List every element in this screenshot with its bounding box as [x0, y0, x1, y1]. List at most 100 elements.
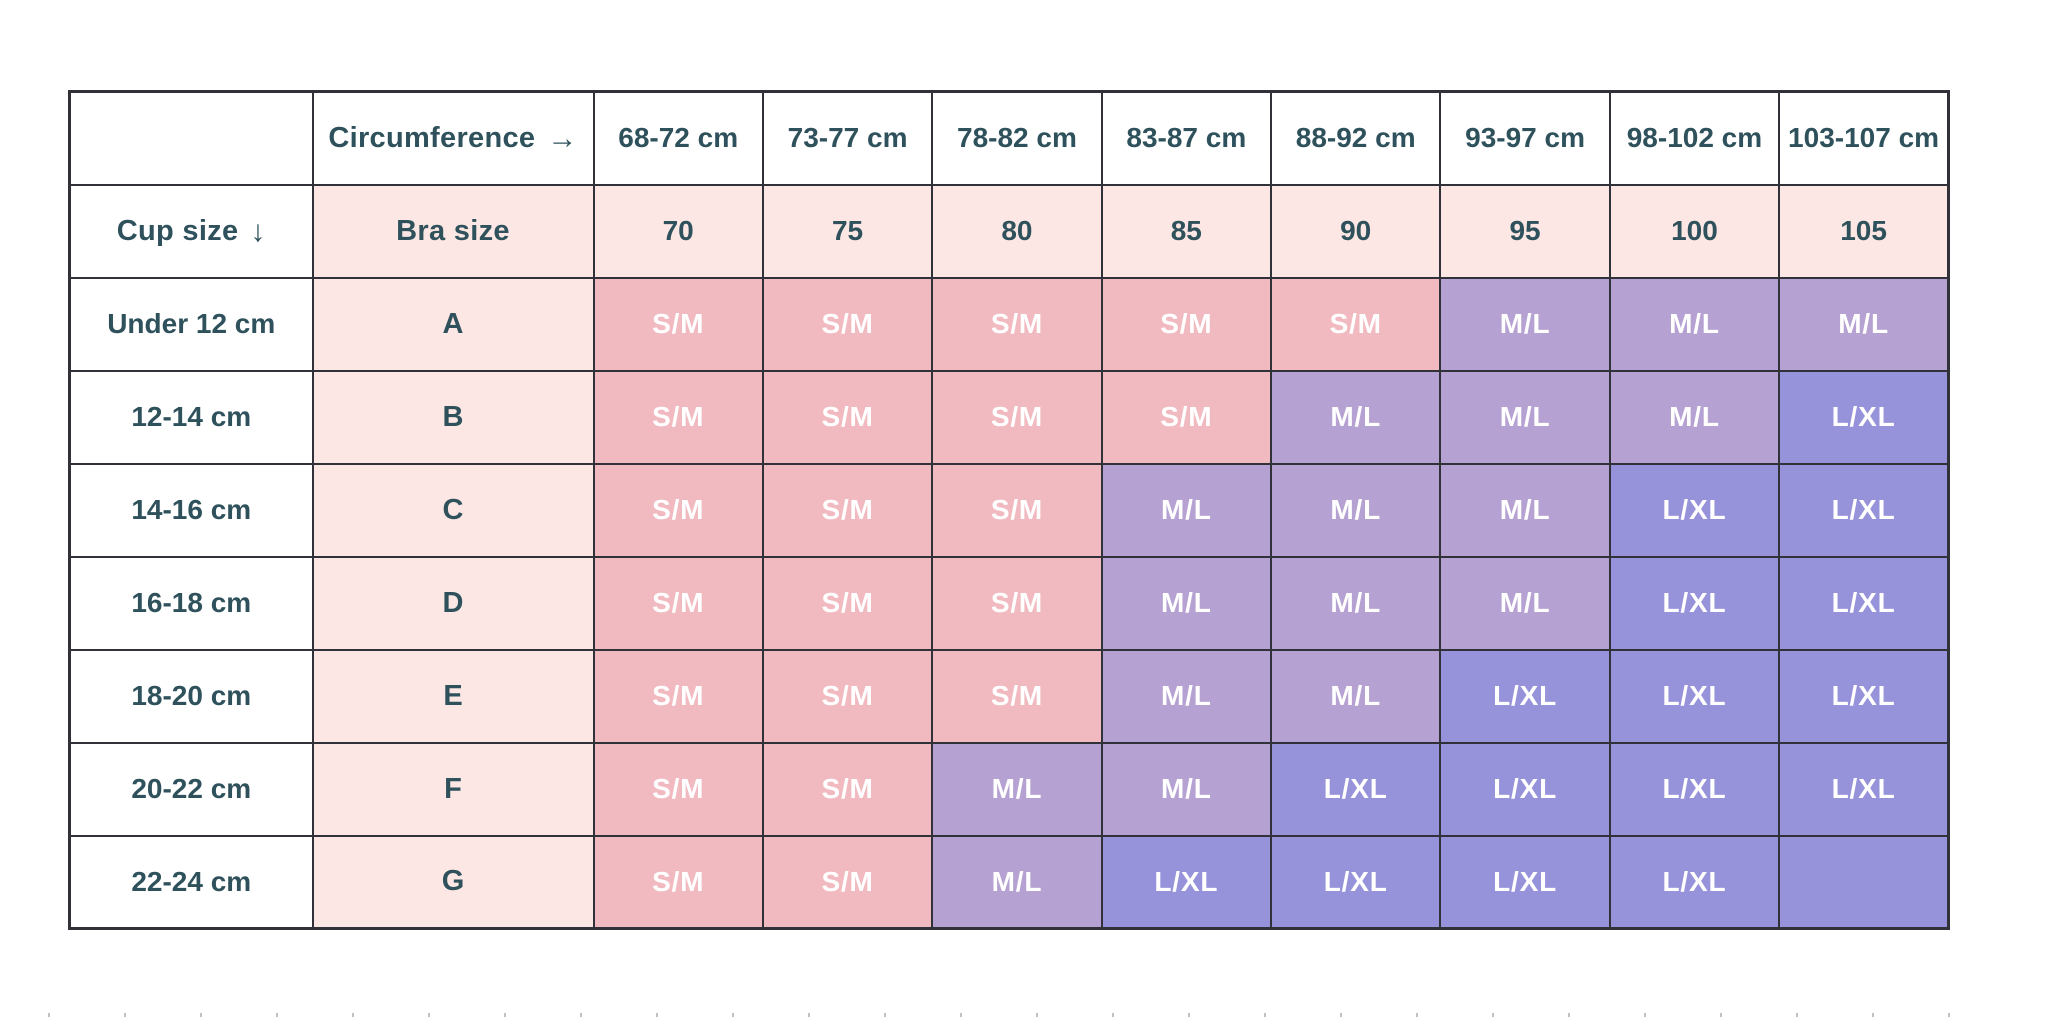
- cup-letter: D: [311, 555, 595, 651]
- size-cell: S/M: [931, 369, 1103, 465]
- cup-letter: E: [311, 648, 595, 744]
- size-cell: L/XL: [1778, 369, 1950, 465]
- cup-range-label: 16-18 cm: [68, 555, 314, 651]
- circumference-column-header: 103-107 cm: [1778, 90, 1950, 186]
- size-cell: L/XL: [1439, 648, 1611, 744]
- size-cell: M/L: [1100, 462, 1273, 558]
- size-cell: S/M: [761, 462, 934, 558]
- size-cell: M/L: [1439, 462, 1611, 558]
- band-size-cell: 95: [1439, 183, 1611, 279]
- cup-row-g: 22-24 cm G S/M S/M M/L L/XL L/XL L/XL L/…: [68, 834, 1950, 930]
- bottom-tick-marks: [48, 1013, 1958, 1017]
- size-cell: L/XL: [1269, 834, 1442, 930]
- cup-row-c: 14-16 cm C S/M S/M S/M M/L M/L M/L L/XL …: [68, 462, 1950, 558]
- size-cell: S/M: [1100, 276, 1273, 372]
- band-size-cell: 105: [1778, 183, 1950, 279]
- cup-row-f: 20-22 cm F S/M S/M M/L M/L L/XL L/XL L/X…: [68, 741, 1950, 837]
- band-size-cell: 90: [1269, 183, 1442, 279]
- size-cell: S/M: [1100, 369, 1273, 465]
- cup-range-label: 22-24 cm: [68, 834, 314, 930]
- band-size-cell: 75: [761, 183, 934, 279]
- down-arrow-icon: ↓: [250, 215, 266, 248]
- size-cell: M/L: [1608, 369, 1781, 465]
- bra-size-chart-table: Circumference → 68-72 cm 73-77 cm 78-82 c…: [68, 90, 1950, 930]
- size-cell: S/M: [1269, 276, 1442, 372]
- size-cell: M/L: [931, 834, 1103, 930]
- size-cell: M/L: [931, 741, 1103, 837]
- cup-row-b: 12-14 cm B S/M S/M S/M S/M M/L M/L M/L L…: [68, 369, 1950, 465]
- cup-letter: G: [311, 834, 595, 930]
- size-cell: L/XL: [1608, 648, 1781, 744]
- cup-size-header-cell: Cup size ↓: [68, 183, 314, 279]
- size-cell: S/M: [592, 276, 764, 372]
- band-size-cell: 80: [931, 183, 1103, 279]
- size-cell: [1778, 834, 1950, 930]
- size-cell: S/M: [761, 741, 934, 837]
- size-cell: S/M: [761, 369, 934, 465]
- size-cell: M/L: [1100, 648, 1273, 744]
- size-cell: S/M: [931, 648, 1103, 744]
- size-cell: S/M: [592, 369, 764, 465]
- size-cell: L/XL: [1608, 834, 1781, 930]
- band-size-cell: 100: [1608, 183, 1781, 279]
- circumference-column-header: 83-87 cm: [1100, 90, 1273, 186]
- size-cell: S/M: [592, 555, 764, 651]
- size-cell: L/XL: [1778, 462, 1950, 558]
- size-cell: M/L: [1439, 555, 1611, 651]
- circumference-label: Circumference: [328, 122, 536, 155]
- circumference-column-header: 88-92 cm: [1269, 90, 1442, 186]
- size-cell: L/XL: [1608, 555, 1781, 651]
- size-cell: S/M: [931, 462, 1103, 558]
- cup-letter: C: [311, 462, 595, 558]
- right-arrow-icon: →: [547, 122, 578, 156]
- size-cell: M/L: [1100, 741, 1273, 837]
- size-cell: L/XL: [1439, 741, 1611, 837]
- corner-cell: [68, 90, 314, 186]
- header-row: Circumference → 68-72 cm 73-77 cm 78-82 c…: [68, 90, 1950, 186]
- band-size-cell: 70: [592, 183, 764, 279]
- size-cell: M/L: [1100, 555, 1273, 651]
- size-cell: L/XL: [1778, 648, 1950, 744]
- size-cell: M/L: [1269, 555, 1442, 651]
- cup-range-label: 20-22 cm: [68, 741, 314, 837]
- size-cell: S/M: [931, 555, 1103, 651]
- size-cell: L/XL: [1608, 462, 1781, 558]
- size-cell: M/L: [1778, 276, 1950, 372]
- cup-range-label: 12-14 cm: [68, 369, 314, 465]
- cup-row-a: Under 12 cm A S/M S/M S/M S/M S/M M/L M/…: [68, 276, 1950, 372]
- size-cell: M/L: [1439, 276, 1611, 372]
- cup-row-d: 16-18 cm D S/M S/M S/M M/L M/L M/L L/XL …: [68, 555, 1950, 651]
- size-cell: M/L: [1439, 369, 1611, 465]
- cup-letter: A: [311, 276, 595, 372]
- size-cell: L/XL: [1608, 741, 1781, 837]
- cup-range-label: 18-20 cm: [68, 648, 314, 744]
- circumference-column-header: 98-102 cm: [1608, 90, 1781, 186]
- bra-size-label-cell: Bra size: [311, 183, 595, 279]
- size-cell: M/L: [1608, 276, 1781, 372]
- band-size-cell: 85: [1100, 183, 1273, 279]
- circumference-column-header: 78-82 cm: [931, 90, 1103, 186]
- cup-letter: F: [311, 741, 595, 837]
- size-cell: L/XL: [1100, 834, 1273, 930]
- size-cell: S/M: [592, 741, 764, 837]
- circumference-header-cell: Circumference →: [311, 90, 595, 186]
- size-cell: M/L: [1269, 462, 1442, 558]
- cup-letter: B: [311, 369, 595, 465]
- size-cell: M/L: [1269, 648, 1442, 744]
- size-cell: L/XL: [1439, 834, 1611, 930]
- size-cell: M/L: [1269, 369, 1442, 465]
- size-cell: S/M: [592, 462, 764, 558]
- size-cell: S/M: [761, 555, 934, 651]
- size-cell: S/M: [761, 648, 934, 744]
- size-cell: L/XL: [1778, 741, 1950, 837]
- size-cell: S/M: [761, 834, 934, 930]
- cup-range-label: Under 12 cm: [68, 276, 314, 372]
- size-cell: S/M: [592, 834, 764, 930]
- circumference-column-header: 68-72 cm: [592, 90, 764, 186]
- size-cell: L/XL: [1269, 741, 1442, 837]
- size-cell: S/M: [592, 648, 764, 744]
- subheader-row: Cup size ↓ Bra size 70 75 80 85 90 95 100…: [68, 183, 1950, 279]
- cup-size-label: Cup size: [116, 215, 239, 247]
- cup-row-e: 18-20 cm E S/M S/M S/M M/L M/L L/XL L/XL…: [68, 648, 1950, 744]
- size-cell: S/M: [761, 276, 934, 372]
